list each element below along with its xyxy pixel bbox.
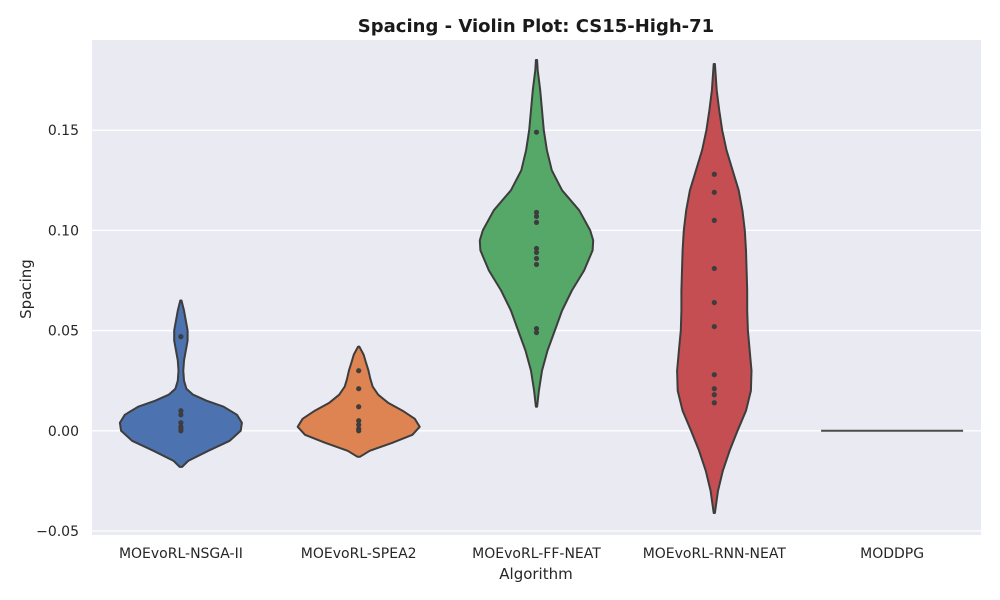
- data-point: [711, 299, 717, 306]
- data-point: [533, 219, 540, 225]
- violin-body: [478, 59, 595, 408]
- violins-group: [118, 59, 964, 514]
- violin-body: [676, 63, 753, 514]
- violin-body: [118, 299, 243, 468]
- data-point: [178, 420, 184, 426]
- violin-body: [296, 345, 421, 458]
- violin-moevorl-ff-neat: [478, 59, 595, 408]
- y-tick-label: 0.15: [48, 123, 79, 139]
- data-point: [356, 404, 362, 410]
- x-tick-labels: MOEvoRL-NSGA-II MOEvoRL-SPEA2 MOEvoRL-FF-N…: [119, 546, 924, 562]
- data-point: [711, 372, 717, 378]
- y-tick-label: 0.05: [48, 324, 79, 340]
- data-point: [533, 129, 540, 135]
- data-point: [711, 171, 717, 177]
- data-point: [711, 400, 717, 406]
- x-tick-label: MOEvoRL-SPEA2: [301, 546, 417, 562]
- data-point: [356, 428, 362, 434]
- y-axis-label: Spacing: [17, 259, 35, 319]
- data-point: [711, 189, 717, 195]
- y-tick-label: 0.00: [48, 424, 79, 440]
- data-point: [533, 255, 540, 262]
- data-point: [533, 245, 540, 252]
- y-tick-labels: −0.05 0.00 0.05 0.10 0.15: [36, 123, 79, 540]
- data-point: [356, 418, 362, 424]
- data-point: [356, 386, 362, 392]
- data-point: [711, 323, 717, 330]
- x-tick-label: MOEvoRL-FF-NEAT: [472, 546, 601, 562]
- data-point: [533, 209, 540, 215]
- y-tick-label: −0.05: [36, 524, 79, 540]
- data-point: [356, 368, 362, 374]
- data-point: [711, 386, 717, 392]
- data-point: [533, 325, 540, 332]
- x-tick-label: MODDPG: [860, 546, 924, 562]
- data-point: [711, 265, 717, 272]
- violin-moevorl-nsga-ii: [118, 299, 243, 468]
- y-tick-label: 0.10: [48, 223, 79, 239]
- data-point: [178, 333, 184, 340]
- data-point: [533, 261, 540, 268]
- data-point: [711, 217, 717, 223]
- chart-title: Spacing - Violin Plot: CS15-High-71: [358, 16, 714, 37]
- x-tick-label: MOEvoRL-RNN-NEAT: [643, 546, 787, 562]
- violin-moevorl-spea2: [296, 345, 421, 458]
- x-axis-label: Algorithm: [499, 565, 572, 583]
- data-point: [178, 428, 184, 434]
- data-point: [533, 213, 540, 219]
- data-point: [533, 329, 540, 336]
- data-point: [533, 249, 540, 256]
- violin-moevorl-rnn-neat: [676, 63, 753, 514]
- data-point: [711, 392, 717, 398]
- data-point: [356, 422, 362, 428]
- data-point: [178, 412, 184, 418]
- x-tick-label: MOEvoRL-NSGA-II: [119, 546, 243, 562]
- data-point: [178, 408, 184, 414]
